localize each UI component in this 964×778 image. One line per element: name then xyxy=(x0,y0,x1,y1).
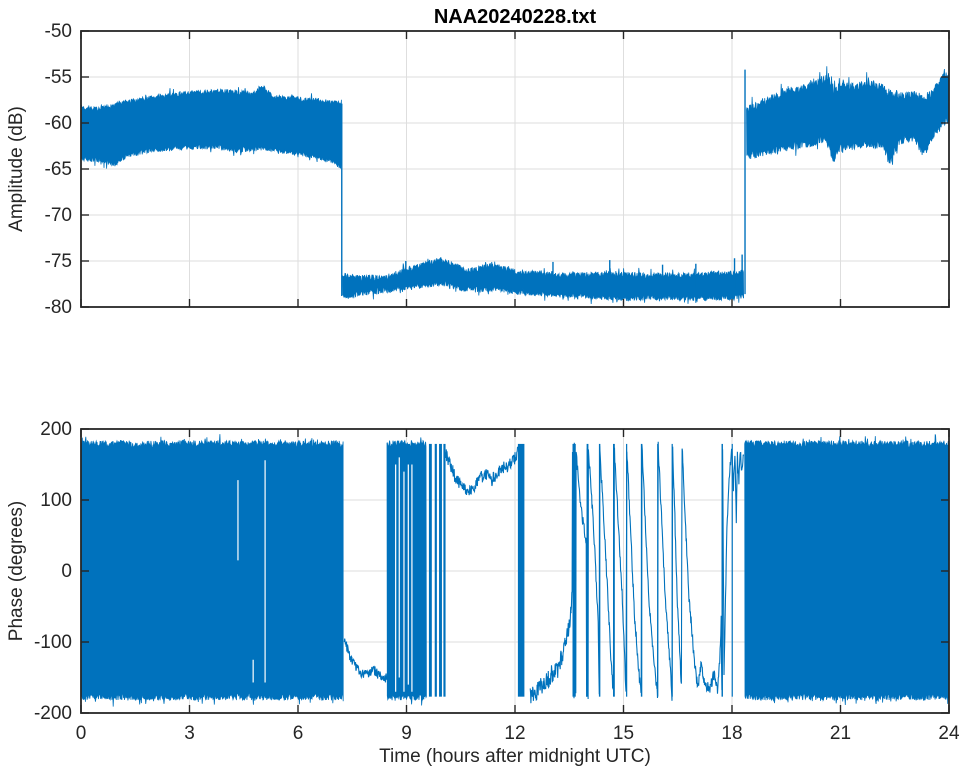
y-tick-label: -55 xyxy=(45,67,72,88)
wrap-strip xyxy=(598,443,601,697)
y-tick-label: -200 xyxy=(34,703,72,724)
y-tick-label: -50 xyxy=(45,21,72,42)
x-tick-label: 24 xyxy=(938,723,960,744)
wrap-strip xyxy=(443,443,446,697)
axes-box xyxy=(80,30,950,308)
phase-axes: -200 -100 0 100 200 0 3 6 9 12 15 18 21 24 xyxy=(34,419,960,744)
y-tick-label: -65 xyxy=(45,159,72,180)
signal-band xyxy=(342,257,744,305)
wrap-strip xyxy=(439,443,442,697)
signal-band xyxy=(81,434,344,707)
data-series xyxy=(81,66,949,305)
signal-band xyxy=(746,66,949,165)
x-tick-label: 15 xyxy=(613,723,634,744)
signal-trace xyxy=(529,606,572,704)
x-axis-label: Time (hours after midnight UTC) xyxy=(379,746,651,767)
signal-trace xyxy=(343,638,388,683)
tick-labels: -80 -75 -70 -65 -60 -55 -50 xyxy=(45,21,72,318)
wrap-strip xyxy=(428,443,432,697)
y-tick-label: -60 xyxy=(45,113,72,134)
wrap-strip xyxy=(721,443,723,697)
wrap-strip xyxy=(671,443,673,697)
y-tick-label: 200 xyxy=(40,419,72,440)
wrap-strip xyxy=(517,443,525,697)
x-tick-label: 18 xyxy=(721,723,742,744)
amplitude-axes: -80 -75 -70 -65 -60 -55 -50 xyxy=(45,21,950,318)
wrap-strip xyxy=(657,443,659,697)
wrap-strip xyxy=(731,443,733,697)
signal-band xyxy=(744,434,949,706)
wrap-strip xyxy=(626,443,628,697)
grid-lines xyxy=(81,31,949,307)
axes-box xyxy=(80,428,950,714)
wrap-strip xyxy=(640,443,643,697)
wrap-strip xyxy=(613,443,615,697)
tick-labels: -200 -100 0 100 200 0 3 6 9 12 15 18 21 24 xyxy=(34,419,960,744)
x-tick-label: 3 xyxy=(184,723,195,744)
y-tick-label: 0 xyxy=(61,561,72,582)
wrap-strip xyxy=(572,443,576,697)
x-tick-label: 0 xyxy=(76,723,87,744)
signal-band xyxy=(81,85,342,169)
y-tick-label: -100 xyxy=(34,632,72,653)
x-tick-label: 6 xyxy=(293,723,304,744)
wrap-strip xyxy=(586,443,589,697)
data-series xyxy=(81,434,949,707)
wrap-strip xyxy=(434,443,437,697)
y-tick-label: -80 xyxy=(45,297,72,318)
y-tick-label: 100 xyxy=(40,490,72,511)
x-tick-label: 12 xyxy=(504,723,525,744)
x-tick-label: 21 xyxy=(830,723,851,744)
x-tick-label: 9 xyxy=(401,723,412,744)
figure-title: NAA20240228.txt xyxy=(434,6,597,28)
y-tick-label: -70 xyxy=(45,205,72,226)
amplitude-y-axis-label: Amplitude (dB) xyxy=(6,106,27,232)
phase-y-axis-label: Phase (degrees) xyxy=(6,501,27,641)
y-tick-label: -75 xyxy=(45,251,72,272)
signal-band xyxy=(386,437,427,706)
signal-trace xyxy=(445,446,519,496)
